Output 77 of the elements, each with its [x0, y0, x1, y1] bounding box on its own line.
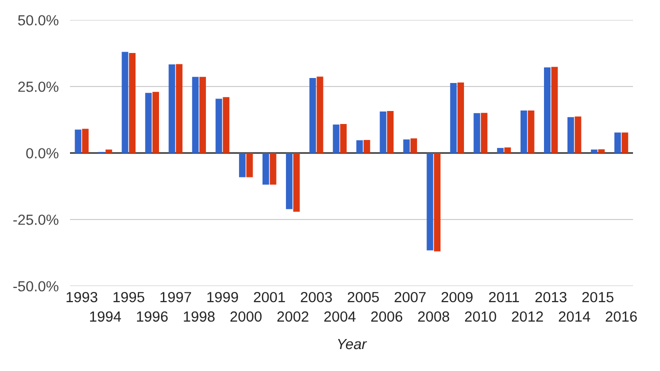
x-tick-label: 2008	[418, 311, 450, 322]
bar	[176, 64, 182, 153]
bar	[622, 132, 628, 153]
bar	[316, 76, 324, 153]
bar	[403, 139, 410, 153]
bar	[216, 98, 222, 153]
bar	[426, 153, 434, 250]
bar	[528, 110, 534, 153]
bar	[152, 92, 160, 153]
x-tick-label: 2014	[558, 311, 590, 322]
x-tick-label: 2015	[582, 292, 614, 302]
bar	[590, 150, 598, 153]
x-tick-label: 2005	[348, 292, 379, 302]
bar	[222, 97, 230, 153]
bar	[199, 76, 206, 153]
bar	[567, 117, 574, 153]
x-tick-label: 2013	[535, 292, 566, 302]
x-tick-label: 2004	[324, 311, 356, 322]
bar	[293, 153, 300, 212]
bar	[598, 149, 605, 153]
bar	[74, 130, 82, 153]
x-tick-label: 1997	[160, 292, 192, 302]
bar	[192, 76, 199, 153]
bar	[332, 124, 340, 153]
bar	[574, 116, 582, 153]
x-tick-label: 2006	[371, 311, 402, 322]
x-axis-title: Year	[338, 339, 367, 350]
x-tick-label: 2012	[512, 311, 543, 322]
bar	[387, 110, 394, 153]
bar	[239, 153, 246, 178]
bar	[434, 153, 441, 252]
x-tick-label: 1996	[136, 311, 168, 322]
x-tick-label: 2010	[465, 311, 496, 322]
bar	[145, 92, 152, 153]
x-tick-label: 2016	[606, 311, 637, 322]
bar	[474, 113, 480, 153]
bar	[309, 78, 316, 153]
bar	[340, 124, 347, 153]
x-tick-label: 2003	[300, 292, 332, 302]
x-tick-label: 1999	[207, 292, 238, 302]
x-tick-label: 2001	[254, 292, 285, 302]
bar	[246, 153, 253, 178]
bar	[286, 153, 292, 210]
bar	[82, 128, 89, 153]
x-tick-label: 1998	[184, 311, 215, 322]
bar	[614, 132, 621, 153]
bar	[168, 64, 176, 153]
bar	[450, 83, 457, 153]
bar	[504, 147, 511, 153]
y-tick-label: 0.0%	[26, 148, 58, 158]
bar	[520, 110, 528, 153]
bar	[122, 52, 128, 153]
bar	[262, 153, 270, 185]
x-tick-label: 2011	[489, 292, 519, 302]
bar	[497, 148, 504, 153]
bar	[480, 112, 488, 153]
bar	[551, 66, 558, 153]
bar	[364, 140, 370, 153]
x-tick-label: 2009	[442, 292, 473, 302]
x-tick-label: 1993	[66, 292, 98, 302]
bar	[410, 138, 418, 153]
bar	[380, 112, 386, 153]
x-tick-label: 1995	[114, 292, 144, 302]
y-tick-label: -50.0%	[13, 281, 58, 292]
bar	[544, 67, 551, 153]
bar	[270, 153, 276, 185]
x-tick-label: 2007	[394, 292, 426, 302]
bar	[457, 82, 464, 153]
y-tick-label: 25.0%	[18, 82, 58, 92]
x-tick-label: 1994	[90, 311, 121, 322]
x-tick-label: 2000	[230, 311, 262, 322]
bar	[129, 52, 136, 153]
y-tick-label: -25.0%	[13, 214, 58, 225]
x-tick-label: 2002	[277, 311, 308, 322]
y-tick-label: 50.0%	[18, 15, 58, 26]
bar	[106, 150, 112, 153]
bar	[356, 140, 363, 153]
